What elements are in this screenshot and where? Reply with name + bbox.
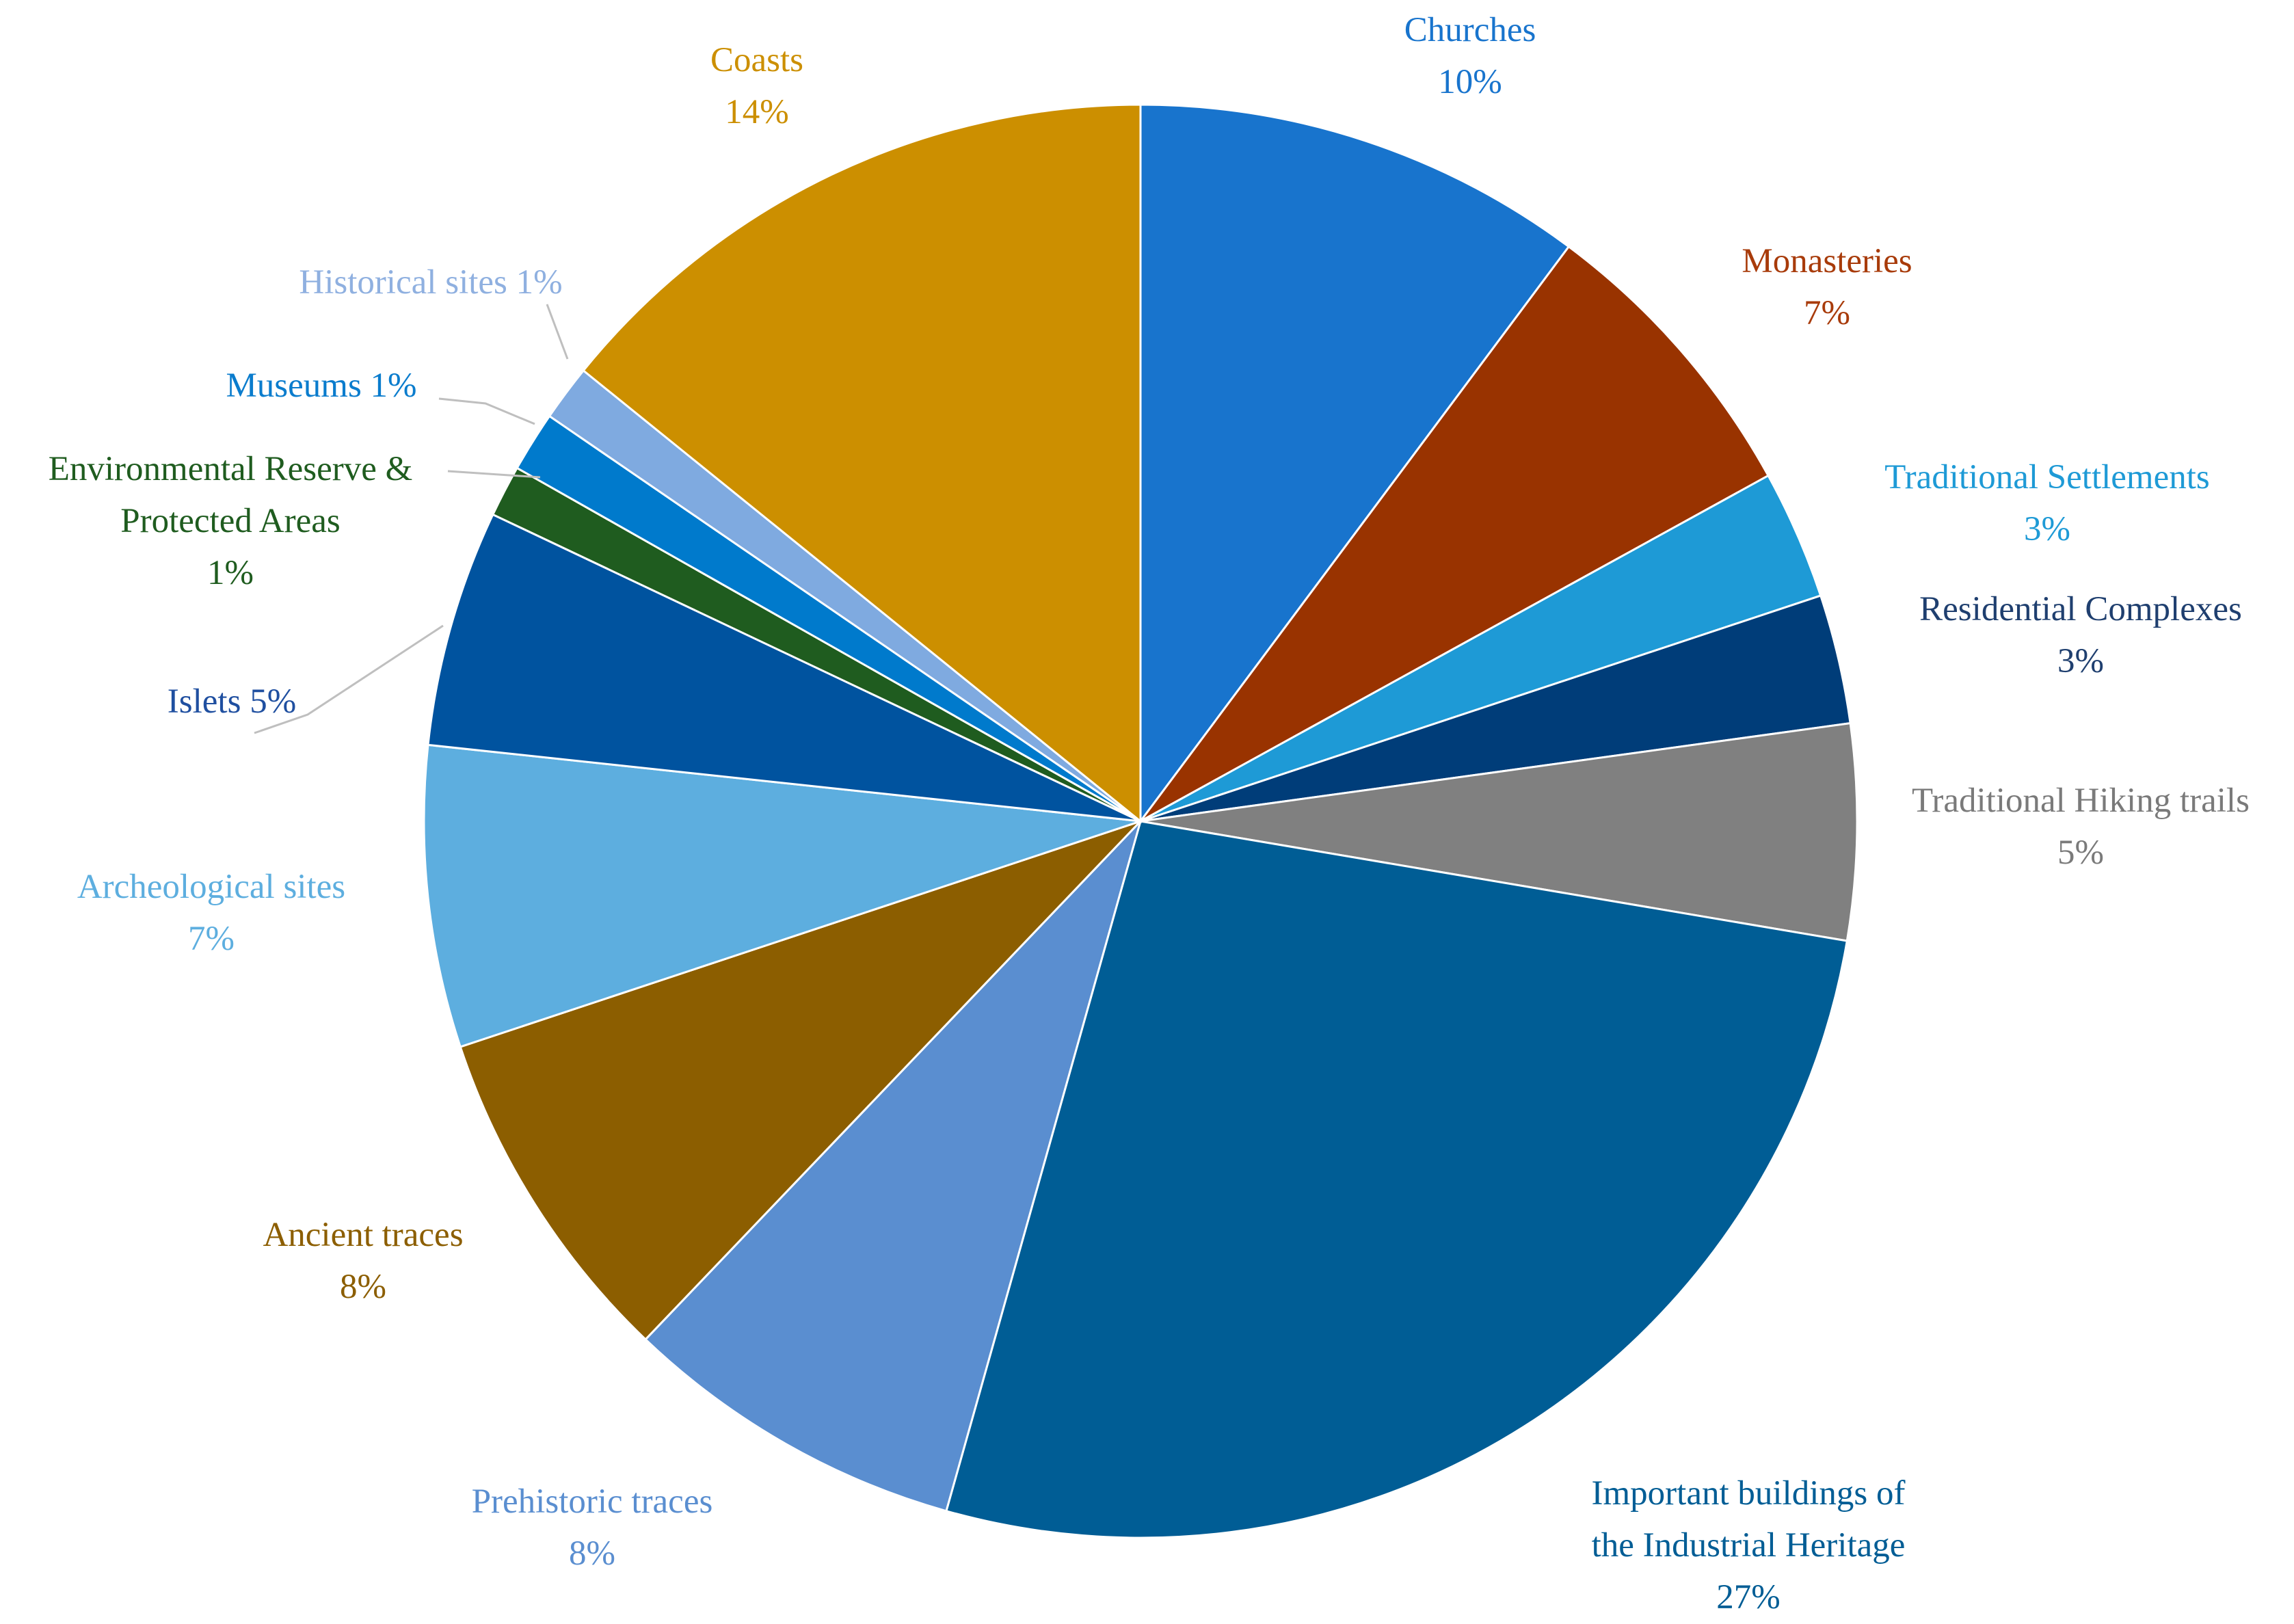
- slice-name: Prehistoric traces: [472, 1482, 713, 1521]
- slice-name: Ancient traces: [263, 1216, 463, 1254]
- slice-name: Traditional Hiking trails: [1912, 782, 2250, 820]
- pie-slice: [1140, 721, 1858, 942]
- slice-name: Museums 1%: [226, 367, 416, 405]
- slice-label: Traditional Hiking trails 5%: [1912, 782, 2250, 872]
- pie-slice: [427, 513, 1141, 823]
- slice-name: Environmental Reserve &: [49, 450, 413, 488]
- slice-percent: 1%: [207, 554, 254, 592]
- slice-label: Coasts 14%: [710, 41, 803, 131]
- leader-lines: [254, 304, 569, 734]
- slice-name: Important buildings of: [1592, 1474, 1906, 1513]
- slice-label: Prehistoric traces 8%: [472, 1482, 713, 1573]
- pie-slice: [582, 103, 1142, 824]
- slice-labels: Churches 10% Monasteries 7% Traditional Sett…: [49, 11, 2250, 1616]
- leader-line: [546, 304, 569, 360]
- slice-label: Important buildings of the Industrial Her…: [1592, 1474, 1906, 1616]
- slice-name: Historical sites 1%: [299, 263, 562, 302]
- slice-percent: 10%: [1438, 63, 1502, 101]
- slice-percent: 7%: [188, 920, 235, 958]
- pie-slice: [1139, 245, 1770, 823]
- pie-slices: [423, 103, 1858, 1539]
- slice-name: the Industrial Heritage: [1592, 1526, 1906, 1565]
- slice-label: Historical sites 1%: [299, 263, 562, 302]
- pie-slice: [945, 820, 1849, 1539]
- slice-percent: 3%: [2057, 642, 2104, 680]
- slice-percent: 7%: [1804, 294, 1850, 332]
- slice-label: Museums 1%: [226, 367, 416, 405]
- slice-label: Churches 10%: [1404, 11, 1536, 101]
- slice-percent: 5%: [2057, 834, 2104, 872]
- slice-label: Monasteries 7%: [1742, 242, 1912, 332]
- slice-name: Monasteries: [1742, 242, 1912, 280]
- slice-percent: 8%: [340, 1268, 386, 1306]
- pie-slice: [459, 820, 1142, 1341]
- slice-name: Coasts: [710, 41, 803, 79]
- slice-name: Churches: [1404, 11, 1536, 49]
- slice-name: Islets 5%: [168, 682, 296, 721]
- slice-percent: 8%: [569, 1534, 615, 1573]
- leader-line: [447, 470, 541, 479]
- slice-label: Traditional Settlements 3%: [1884, 458, 2210, 548]
- slice-name: Residential Complexes: [1919, 590, 2242, 628]
- slice-percent: 27%: [1716, 1578, 1780, 1616]
- slice-name: Traditional Settlements: [1884, 458, 2210, 496]
- leader-line: [438, 397, 535, 425]
- slice-percent: 14%: [725, 93, 788, 131]
- pie-slice: [1139, 103, 1571, 825]
- slice-label: Islets 5%: [168, 682, 296, 721]
- slice-label: Ancient traces 8%: [263, 1216, 463, 1306]
- slice-label: Environmental Reserve & Protected Areas 1%: [49, 450, 413, 592]
- slice-label: Residential Complexes 3%: [1919, 590, 2242, 680]
- slice-percent: 3%: [2024, 510, 2070, 548]
- leader-line: [254, 624, 444, 734]
- pie-slice: [423, 743, 1141, 1048]
- slice-label: Archeological sites 7%: [77, 868, 345, 958]
- slice-name: Archeological sites: [77, 868, 345, 906]
- slice-name: Protected Areas: [120, 502, 340, 540]
- pie-slice: [643, 820, 1142, 1513]
